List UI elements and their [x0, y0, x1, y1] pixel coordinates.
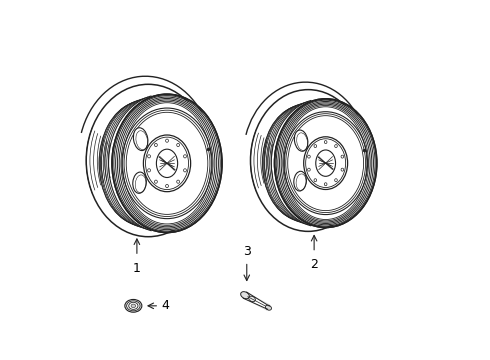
Ellipse shape [147, 155, 150, 158]
Ellipse shape [341, 168, 343, 171]
Ellipse shape [241, 292, 249, 299]
Ellipse shape [133, 172, 147, 193]
Text: 3: 3 [243, 245, 251, 258]
Ellipse shape [131, 304, 136, 307]
Ellipse shape [126, 301, 140, 311]
Text: 2: 2 [310, 258, 318, 271]
Ellipse shape [129, 302, 138, 309]
Ellipse shape [316, 150, 336, 176]
Ellipse shape [177, 180, 179, 183]
Ellipse shape [154, 143, 157, 147]
Text: 1: 1 [133, 261, 141, 275]
Ellipse shape [335, 179, 337, 182]
Ellipse shape [308, 168, 310, 171]
Ellipse shape [276, 101, 375, 225]
Ellipse shape [324, 140, 327, 144]
Ellipse shape [166, 184, 169, 188]
Ellipse shape [144, 135, 191, 192]
Ellipse shape [314, 179, 317, 182]
Ellipse shape [314, 145, 317, 148]
Ellipse shape [156, 149, 178, 177]
Ellipse shape [184, 155, 186, 158]
Ellipse shape [114, 96, 220, 230]
Ellipse shape [341, 155, 343, 158]
Ellipse shape [184, 169, 186, 172]
Ellipse shape [324, 183, 327, 186]
Ellipse shape [304, 137, 347, 189]
Ellipse shape [177, 143, 179, 147]
Text: 4: 4 [162, 299, 170, 312]
Ellipse shape [133, 128, 148, 150]
Ellipse shape [335, 145, 337, 148]
Ellipse shape [308, 155, 310, 158]
Ellipse shape [147, 169, 150, 172]
Ellipse shape [294, 171, 306, 191]
Ellipse shape [154, 180, 157, 183]
Ellipse shape [125, 300, 142, 312]
Ellipse shape [266, 305, 271, 310]
Ellipse shape [249, 296, 255, 302]
Ellipse shape [294, 130, 308, 151]
Ellipse shape [166, 139, 169, 142]
